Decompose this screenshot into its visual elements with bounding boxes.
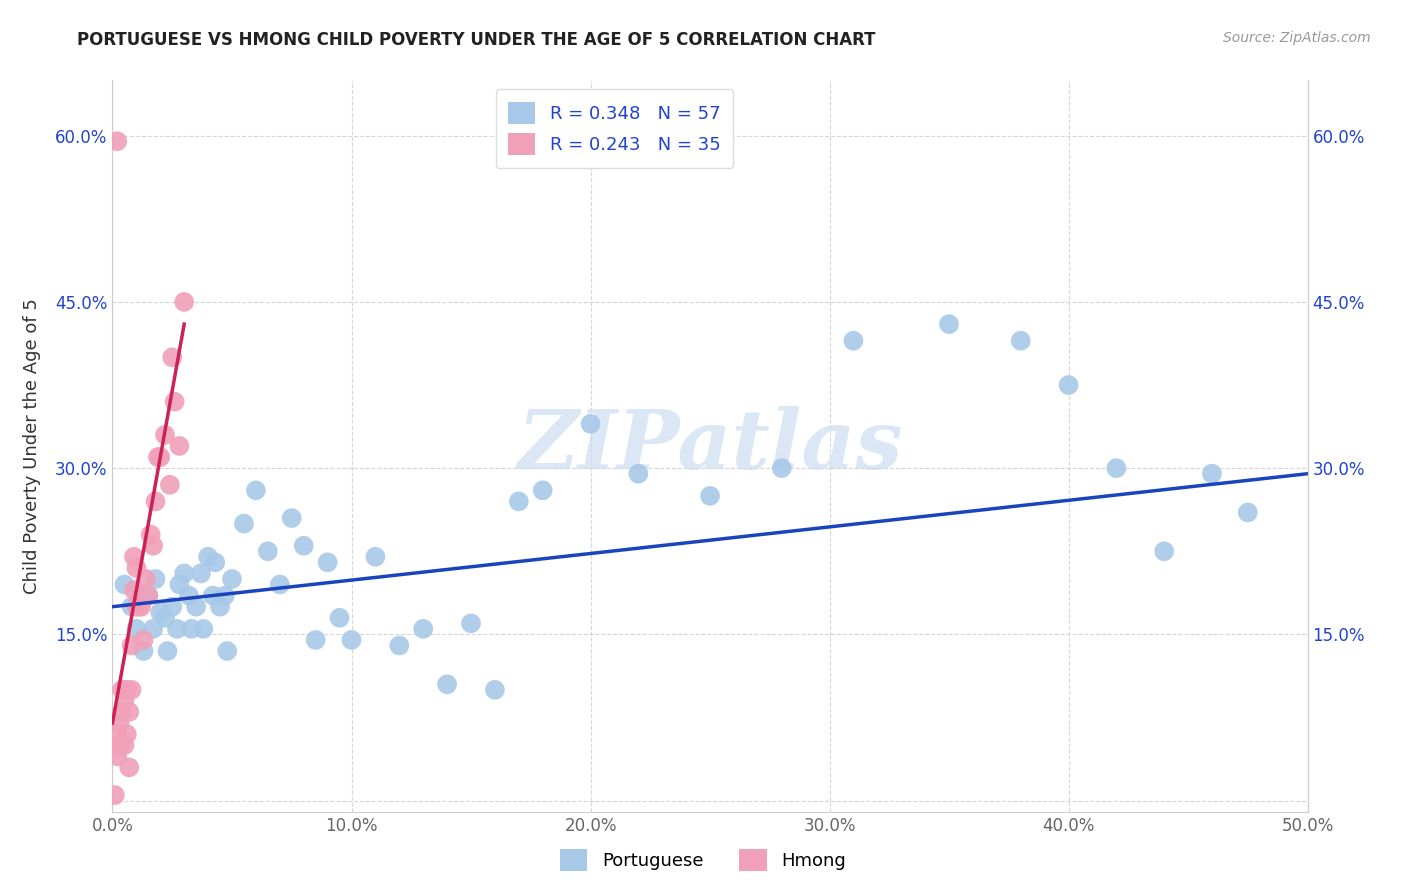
- Point: [201, 589, 224, 603]
- Point: [132, 632, 155, 647]
- Point: [111, 705, 134, 719]
- Point: [122, 583, 145, 598]
- Point: [169, 577, 191, 591]
- Point: [163, 394, 186, 409]
- Text: ZIPatlas: ZIPatlas: [517, 406, 903, 486]
- Point: [217, 644, 239, 658]
- Point: [531, 483, 554, 498]
- Point: [159, 477, 181, 491]
- Point: [129, 599, 152, 614]
- Point: [145, 494, 167, 508]
- Point: [388, 639, 411, 653]
- Point: [118, 760, 141, 774]
- Point: [121, 682, 143, 697]
- Point: [125, 599, 148, 614]
- Point: [138, 589, 160, 603]
- Point: [316, 555, 339, 569]
- Point: [1237, 506, 1260, 520]
- Y-axis label: Child Poverty Under the Age of 5: Child Poverty Under the Age of 5: [24, 298, 41, 594]
- Point: [114, 694, 135, 708]
- Point: [770, 461, 793, 475]
- Point: [329, 611, 352, 625]
- Point: [579, 417, 602, 431]
- Text: Source: ZipAtlas.com: Source: ZipAtlas.com: [1223, 31, 1371, 45]
- Point: [115, 682, 138, 697]
- Point: [292, 539, 315, 553]
- Point: [173, 294, 195, 309]
- Point: [122, 549, 145, 564]
- Point: [281, 511, 304, 525]
- Point: [305, 632, 328, 647]
- Point: [125, 561, 148, 575]
- Point: [460, 616, 482, 631]
- Point: [245, 483, 267, 498]
- Point: [118, 705, 141, 719]
- Point: [105, 134, 128, 148]
- Point: [699, 489, 721, 503]
- Point: [138, 589, 160, 603]
- Point: [193, 622, 215, 636]
- Point: [257, 544, 280, 558]
- Point: [938, 317, 960, 331]
- Point: [180, 622, 202, 636]
- Point: [111, 682, 134, 697]
- Point: [269, 577, 291, 591]
- Point: [105, 727, 128, 741]
- Point: [114, 577, 135, 591]
- Point: [364, 549, 387, 564]
- Point: [197, 549, 219, 564]
- Point: [1010, 334, 1032, 348]
- Point: [132, 644, 155, 658]
- Point: [484, 682, 506, 697]
- Point: [114, 738, 135, 752]
- Point: [121, 599, 143, 614]
- Point: [125, 622, 148, 636]
- Point: [108, 716, 131, 731]
- Point: [221, 572, 243, 586]
- Point: [508, 494, 530, 508]
- Point: [340, 632, 363, 647]
- Point: [105, 749, 128, 764]
- Point: [153, 611, 176, 625]
- Point: [104, 788, 127, 802]
- Point: [204, 555, 226, 569]
- Point: [1201, 467, 1223, 481]
- Point: [135, 572, 157, 586]
- Point: [149, 605, 172, 619]
- Legend: R = 0.348   N = 57, R = 0.243   N = 35: R = 0.348 N = 57, R = 0.243 N = 35: [496, 89, 733, 168]
- Point: [173, 566, 195, 581]
- Point: [436, 677, 458, 691]
- Point: [121, 639, 143, 653]
- Point: [142, 622, 165, 636]
- Point: [627, 467, 650, 481]
- Point: [1153, 544, 1175, 558]
- Point: [108, 738, 131, 752]
- Point: [166, 622, 188, 636]
- Point: [153, 428, 176, 442]
- Point: [214, 589, 236, 603]
- Point: [1105, 461, 1128, 475]
- Point: [128, 599, 150, 614]
- Point: [162, 599, 183, 614]
- Legend: Portuguese, Hmong: Portuguese, Hmong: [553, 842, 853, 879]
- Text: PORTUGUESE VS HMONG CHILD POVERTY UNDER THE AGE OF 5 CORRELATION CHART: PORTUGUESE VS HMONG CHILD POVERTY UNDER …: [77, 31, 876, 49]
- Point: [139, 527, 162, 541]
- Point: [145, 572, 167, 586]
- Point: [233, 516, 256, 531]
- Point: [209, 599, 232, 614]
- Point: [129, 589, 152, 603]
- Point: [842, 334, 865, 348]
- Point: [1057, 378, 1080, 392]
- Point: [412, 622, 434, 636]
- Point: [146, 450, 169, 464]
- Point: [177, 589, 200, 603]
- Point: [190, 566, 212, 581]
- Point: [149, 450, 172, 464]
- Point: [115, 727, 138, 741]
- Point: [162, 351, 183, 365]
- Point: [169, 439, 191, 453]
- Point: [186, 599, 208, 614]
- Point: [156, 644, 179, 658]
- Point: [142, 539, 165, 553]
